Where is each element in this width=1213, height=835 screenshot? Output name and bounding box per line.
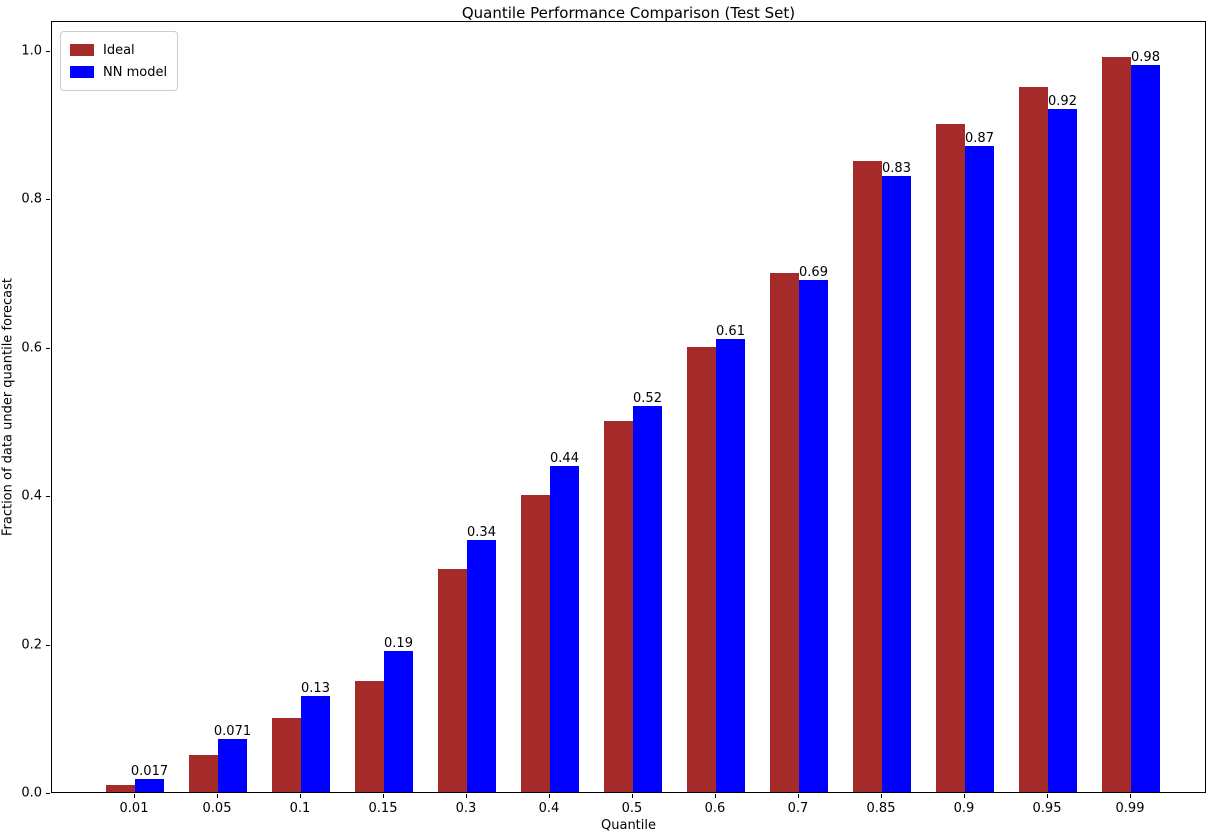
bar-ideal-0.7 (770, 272, 799, 792)
y-tick-mark (46, 793, 50, 794)
legend: Ideal NN model (60, 31, 179, 91)
legend-entry-nn-model: NN model (70, 61, 167, 83)
bar-nn-model-0.05 (218, 739, 247, 792)
bar-value-label: 0.071 (213, 724, 252, 740)
x-tick-label: 0.1 (289, 801, 311, 816)
bar-value-label: 0.19 (384, 636, 413, 652)
bar-nn-model-0.95 (1048, 109, 1077, 792)
bar-value-label: 0.13 (301, 680, 330, 696)
legend-swatch-icon (70, 66, 94, 78)
bar-ideal-0.05 (189, 754, 218, 792)
x-tick-mark (1130, 794, 1131, 798)
x-axis-label: Quantile (601, 818, 656, 833)
x-tick-mark (798, 794, 799, 798)
y-tick-mark (46, 347, 50, 349)
legend-entry-ideal: Ideal (70, 39, 167, 61)
bar-ideal-0.95 (1019, 87, 1048, 792)
bar-ideal-0.6 (687, 346, 716, 792)
x-tick-label: 0.15 (368, 801, 398, 816)
bar-value-label: 0.52 (633, 391, 662, 407)
bar-value-label: 0.92 (1048, 94, 1077, 110)
bar-ideal-0.3 (438, 569, 467, 792)
x-tick-mark (466, 794, 467, 798)
x-tick-label: 0.85 (866, 801, 896, 816)
x-tick-label: 0.05 (202, 801, 232, 816)
y-tick-label: 1.0 (21, 43, 42, 59)
bar-nn-model-0.4 (550, 465, 579, 792)
y-tick-mark (46, 199, 50, 201)
y-tick-mark (46, 644, 50, 646)
plot-area: 0.017 0.071 0.13 0.19 0.34 0.44 0.52 0.61 0.69 0.… (51, 21, 1206, 793)
legend-label: Ideal (103, 42, 135, 58)
y-tick-label: 0.8 (21, 191, 42, 207)
bar-ideal-0.99 (1102, 57, 1131, 792)
bar-value-label: 0.44 (550, 450, 579, 466)
bar-ideal-0.15 (355, 680, 384, 792)
bar-value-label: 0.61 (716, 324, 745, 340)
bar-nn-model-0.9 (965, 146, 994, 792)
y-tick-mark (46, 50, 50, 52)
y-tick-label: 0.6 (21, 340, 42, 356)
bar-nn-model-0.99 (1131, 64, 1160, 792)
x-tick-mark (300, 794, 301, 798)
bar-nn-model-0.01 (135, 779, 164, 792)
bar-ideal-0.5 (604, 421, 633, 792)
x-tick-label: 0.01 (119, 801, 149, 816)
legend-label: NN model (103, 64, 168, 80)
bar-nn-model-0.5 (633, 406, 662, 792)
bar-value-label: 0.98 (1131, 49, 1160, 65)
bar-ideal-0.1 (272, 717, 301, 792)
bar-ideal-0.9 (936, 124, 965, 792)
x-tick-label: 0.99 (1115, 801, 1145, 816)
x-tick-mark (1047, 794, 1048, 798)
x-tick-label: 0.6 (704, 801, 726, 816)
y-tick-label: 0.0 (21, 785, 42, 801)
bar-value-label: 0.87 (965, 131, 994, 147)
bar-nn-model-0.6 (716, 339, 745, 792)
bar-nn-model-0.85 (882, 176, 911, 792)
x-tick-mark (549, 794, 550, 798)
bar-ideal-0.01 (106, 784, 135, 792)
x-tick-mark (217, 794, 218, 798)
x-tick-label: 0.9 (953, 801, 975, 816)
x-tick-label: 0.5 (621, 801, 643, 816)
x-tick-mark (964, 794, 965, 798)
bar-value-label: 0.017 (130, 764, 169, 780)
bar-value-label: 0.69 (799, 265, 828, 280)
x-tick-label: 0.95 (1032, 801, 1062, 816)
bar-value-label: 0.83 (882, 161, 911, 177)
bar-nn-model-0.3 (467, 539, 496, 792)
x-tick-label: 0.3 (455, 801, 477, 816)
y-tick-mark (46, 496, 50, 498)
y-tick-label: 0.2 (21, 637, 42, 653)
bar-nn-model-0.7 (799, 280, 828, 792)
x-tick-mark (632, 794, 633, 798)
x-tick-mark (715, 794, 716, 798)
bar-nn-model-0.1 (301, 695, 330, 792)
bar-nn-model-0.15 (384, 651, 413, 792)
x-tick-label: 0.4 (538, 801, 560, 816)
bar-ideal-0.4 (521, 495, 550, 792)
x-tick-label: 0.7 (787, 801, 809, 816)
x-tick-mark (134, 794, 135, 798)
chart-title: Quantile Performance Comparison (Test Se… (461, 4, 796, 22)
x-tick-mark (383, 794, 384, 798)
bar-value-label: 0.34 (467, 524, 496, 540)
y-tick-label: 0.4 (21, 488, 42, 504)
bar-ideal-0.85 (853, 161, 882, 792)
x-tick-mark (881, 794, 882, 798)
legend-swatch-icon (70, 44, 94, 56)
